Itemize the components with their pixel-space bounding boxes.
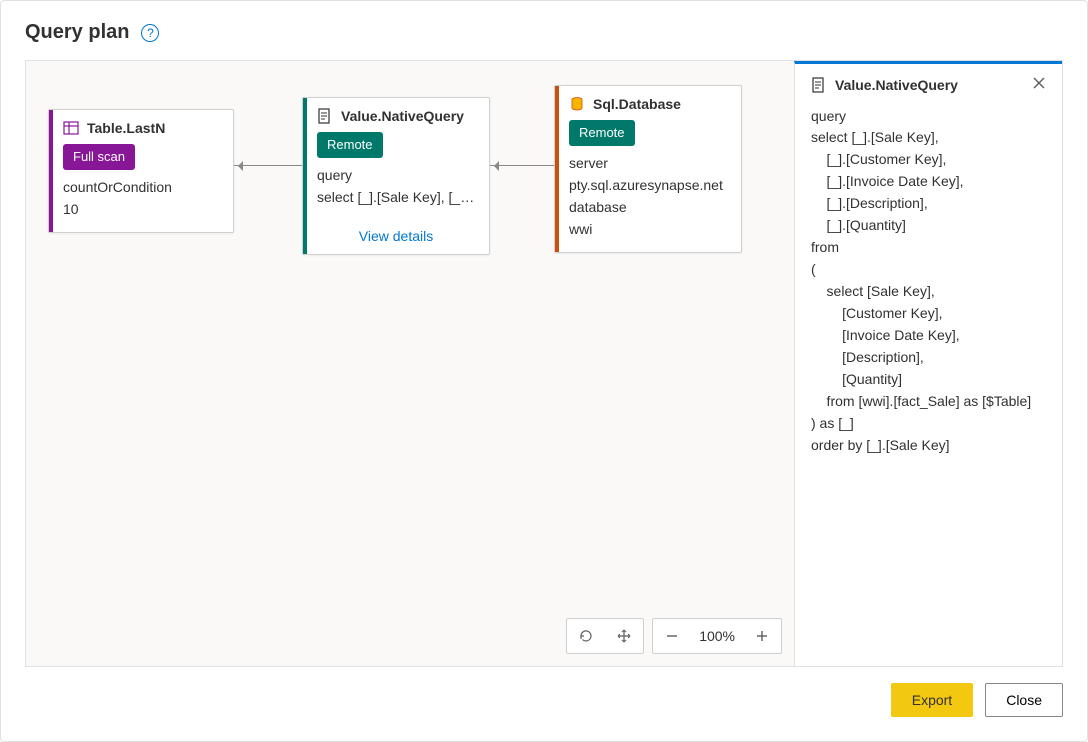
- node-body: Remote server pty.sql.azuresynapse.net d…: [555, 116, 741, 252]
- arrow: [490, 165, 554, 166]
- param-value: pty.sql.azuresynapse.net: [569, 174, 729, 196]
- arrow: [234, 165, 302, 166]
- table-icon: [63, 120, 79, 136]
- fit-view-button[interactable]: [605, 618, 643, 654]
- node-title: Table.LastN: [87, 120, 165, 136]
- plan-canvas[interactable]: Table.LastN Full scan countOrCondition 1…: [26, 61, 794, 666]
- zoom-out-button[interactable]: [653, 618, 691, 654]
- query-plan-dialog: Query plan ? Table.LastN Full scan count…: [0, 0, 1088, 742]
- zoom-toolbar: 100%: [566, 618, 782, 654]
- param-value: wwi: [569, 218, 729, 240]
- panel-title: Value.NativeQuery: [835, 77, 958, 93]
- param-value: 10: [63, 198, 221, 220]
- help-icon[interactable]: ?: [141, 24, 159, 42]
- node-body: Remote query select [_].[Sale Key], [_].…: [303, 128, 489, 220]
- panel-query-text: select [_].[Sale Key], [_].[Customer Key…: [811, 126, 1046, 456]
- panel-header: Value.NativeQuery: [811, 76, 1046, 94]
- dialog-title: Query plan: [25, 21, 129, 44]
- param-label: database: [569, 196, 729, 218]
- badge-remote: Remote: [569, 120, 635, 146]
- view-details-link[interactable]: View details: [303, 220, 489, 254]
- node-accent: [555, 86, 559, 252]
- node-header: Sql.Database: [555, 86, 741, 116]
- node-title: Value.NativeQuery: [341, 108, 464, 124]
- node-accent: [49, 110, 53, 232]
- close-button[interactable]: Close: [985, 683, 1063, 717]
- database-icon: [569, 96, 585, 112]
- param-label: countOrCondition: [63, 176, 221, 198]
- node-sql-database[interactable]: Sql.Database Remote server pty.sql.azure…: [554, 85, 742, 253]
- dialog-header: Query plan ?: [25, 21, 1063, 44]
- node-native-query[interactable]: Value.NativeQuery Remote query select [_…: [302, 97, 490, 255]
- close-panel-button[interactable]: [1032, 76, 1046, 94]
- param-value: select [_].[Sale Key], [_]....: [317, 186, 477, 208]
- zoom-in-button[interactable]: [743, 618, 781, 654]
- export-button[interactable]: Export: [891, 683, 973, 717]
- node-header: Value.NativeQuery: [303, 98, 489, 128]
- dialog-footer: Export Close: [25, 683, 1063, 717]
- badge-remote: Remote: [317, 132, 383, 158]
- panel-section-label: query: [811, 108, 1046, 124]
- details-panel: Value.NativeQuery query select [_].[Sale…: [794, 61, 1062, 666]
- script-icon: [811, 77, 827, 93]
- reset-view-button[interactable]: [567, 618, 605, 654]
- node-title: Sql.Database: [593, 96, 681, 112]
- content-area: Table.LastN Full scan countOrCondition 1…: [25, 60, 1063, 667]
- param-label: server: [569, 152, 729, 174]
- badge-full-scan: Full scan: [63, 144, 135, 170]
- node-accent: [303, 98, 307, 254]
- zoom-group-nav: [566, 618, 644, 654]
- zoom-level: 100%: [691, 628, 743, 644]
- node-body: Full scan countOrCondition 10: [49, 140, 233, 232]
- node-table-lastn[interactable]: Table.LastN Full scan countOrCondition 1…: [48, 109, 234, 233]
- param-label: query: [317, 164, 477, 186]
- node-header: Table.LastN: [49, 110, 233, 140]
- zoom-group-level: 100%: [652, 618, 782, 654]
- script-icon: [317, 108, 333, 124]
